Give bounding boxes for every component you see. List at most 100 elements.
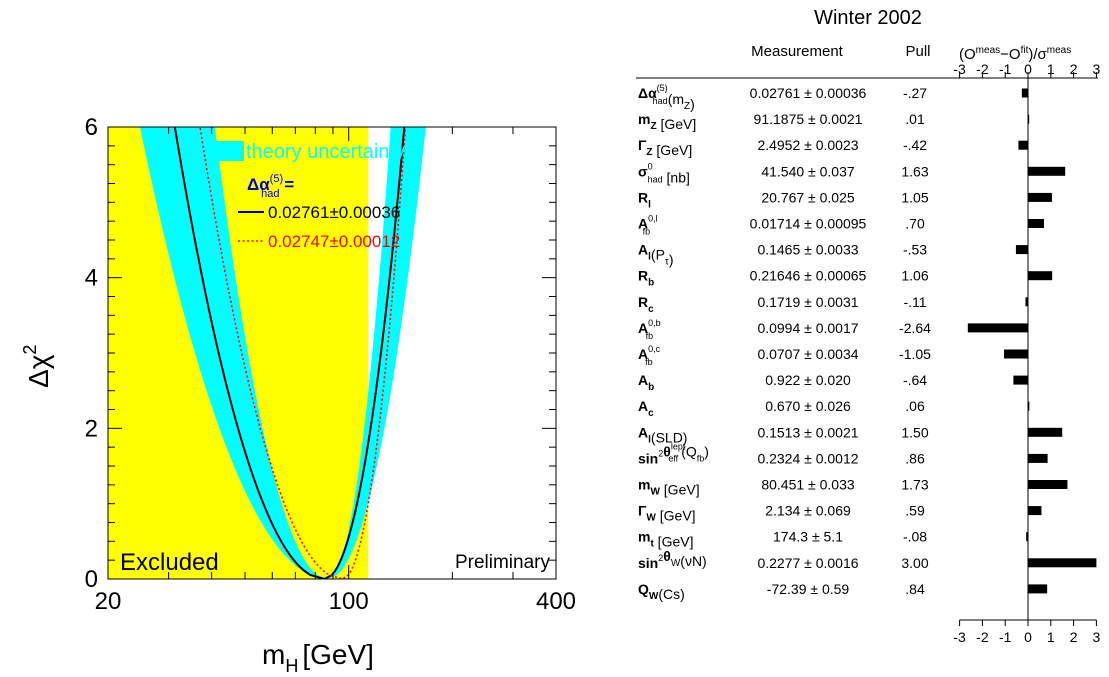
pull-top-tick-label: -1	[999, 61, 1012, 77]
legend-header: Δα(5) had =	[247, 173, 294, 200]
x-axis-label-sub: H	[285, 656, 298, 676]
measurement-value: 0.21646 ± 0.00065	[750, 268, 867, 284]
legend-band-swatch	[214, 141, 244, 161]
pull-bar	[1028, 192, 1052, 202]
table-row: Rb 0.21646 ± 0.00065 1.06	[638, 268, 1053, 289]
pull-top-tick-label: -2	[976, 61, 989, 77]
observable-name: QW(Cs)	[638, 581, 685, 602]
table-row: Al(SLD) 0.1513 ± 0.0021 1.50	[638, 424, 1063, 445]
y-tick-label: 6	[85, 114, 98, 141]
table-row: Ac 0.670 ± 0.026 .06	[638, 398, 1030, 419]
pull-bottom-tick-label: -3	[953, 629, 966, 645]
pull-bottom-tick-label: -1	[999, 629, 1012, 645]
table-row: Rl 20.767 ± 0.025 1.05	[638, 189, 1052, 210]
pull-value: .59	[905, 503, 925, 519]
pull-bar	[1004, 349, 1028, 359]
pull-bar	[1028, 219, 1044, 228]
theory-uncertainty-band	[139, 127, 426, 579]
pull-bottom-tick-label: -2	[976, 629, 989, 645]
measurement-value: 20.767 ± 0.025	[761, 189, 855, 205]
table-title: Winter 2002	[814, 7, 922, 29]
measurement-value: 0.02761 ± 0.00036	[750, 85, 867, 101]
observable-name: ΓZ [GeV]	[638, 137, 692, 158]
pull-value: 1.63	[901, 163, 928, 179]
observable-name: Rl	[638, 189, 651, 210]
pull-bar	[1028, 480, 1068, 489]
table-row: Δα(5) had(mZ) 0.02761 ± 0.00036 -.27	[638, 83, 1028, 112]
chi2-curve-series-1	[173, 127, 406, 579]
observable-name: Rc	[638, 294, 654, 315]
header-pull-axis: (Omeas−Ofit)/σmeas	[959, 45, 1071, 63]
measurement-value: 0.670 ± 0.026	[765, 398, 851, 414]
observable-name: A0,l fb	[638, 214, 658, 237]
pull-value: 3.00	[901, 555, 928, 571]
measurement-value: 80.451 ± 0.033	[761, 477, 855, 493]
pull-value: .01	[905, 111, 925, 127]
legend-header-sub: had	[261, 188, 279, 200]
legend-label-series-2: 0.02747±0.00012	[268, 232, 400, 251]
pull-value: -2.64	[899, 320, 931, 336]
table-row: Rc 0.1719 ± 0.0031 -.11	[638, 294, 1028, 315]
measurement-value: -72.39 ± 0.59	[767, 581, 850, 597]
observable-name: Δα(5) had(mZ)	[638, 83, 695, 112]
pull-value: -.27	[903, 85, 927, 101]
observable-name: Rb	[638, 268, 654, 289]
pull-bar	[1018, 140, 1028, 150]
y-axis-label: Δχ2	[20, 345, 54, 388]
pull-top-tick-label: 2	[1070, 61, 1078, 77]
pull-table: Winter 2002 Measurement Pull (Omeas−Ofit…	[636, 7, 1101, 645]
measurement-value: 2.134 ± 0.069	[765, 503, 851, 519]
pull-bar	[1028, 427, 1063, 437]
table-row: mZ [GeV] 91.1875 ± 0.0021 .01	[638, 111, 1030, 132]
x-tick-label: 20	[95, 588, 122, 615]
table-row: mt [GeV] 174.3 ± 5.1 -.08	[638, 529, 1028, 550]
y-tick-label: 4	[85, 265, 98, 292]
pull-value: -1.05	[899, 346, 931, 362]
x-axis-label-unit: [GeV]	[302, 639, 374, 670]
observable-name: Ac	[638, 398, 654, 419]
y-tick-label: 0	[85, 566, 98, 593]
table-row: sin2θW(νN) 0.2277 ± 0.0016 3.00	[638, 548, 1097, 571]
table-row: Ab 0.922 ± 0.020 -.64	[638, 372, 1028, 393]
pull-value: 1.05	[901, 189, 928, 205]
header-measurement: Measurement	[751, 43, 844, 60]
table-row: ΓW [GeV] 2.134 ± 0.069 .59	[638, 503, 1042, 524]
pull-top-tick-label: 0	[1024, 61, 1032, 77]
y-axis-label-sup: 2	[20, 345, 40, 355]
pull-value: -.11	[903, 294, 926, 310]
observable-name: σ0 had [nb]	[638, 161, 690, 185]
measurement-value: 0.01714 ± 0.00095	[750, 216, 867, 232]
measurement-value: 0.0994 ± 0.0017	[757, 320, 858, 336]
pull-value: .86	[905, 450, 925, 466]
pull-bar	[1015, 245, 1028, 255]
measurement-value: 0.1465 ± 0.0033	[757, 242, 858, 258]
header-pull: Pull	[905, 43, 930, 60]
observable-name: mW [GeV]	[638, 477, 700, 498]
x-tick-label: 400	[536, 588, 576, 615]
pull-bar	[1028, 584, 1048, 594]
pull-bar	[1028, 271, 1053, 281]
table-row: A0,b fb 0.0994 ± 0.0017 -2.64	[638, 318, 1028, 341]
observable-name: Al(SLD)	[638, 424, 687, 445]
pull-bar	[1028, 166, 1066, 176]
legend-band-label: theory uncertainty	[246, 141, 405, 163]
pull-axis-top-ticks: -3 -2 -1 0 1 2 3	[953, 61, 1101, 78]
observable-name: mt [GeV]	[638, 529, 693, 550]
observable-name: ΓW [GeV]	[638, 503, 696, 524]
plot-area	[108, 127, 426, 579]
x-axis-label: mH [GeV]	[262, 639, 374, 676]
pull-bottom-tick-label: 2	[1070, 629, 1078, 645]
observable-name: A0,c fb	[638, 344, 661, 367]
measurement-value: 0.2277 ± 0.0016	[757, 555, 858, 571]
axis-ticks	[107, 126, 557, 580]
observable-name: Al(Pτ)	[638, 242, 674, 268]
measurement-value: 41.540 ± 0.037	[761, 163, 855, 179]
table-row: σ0 had [nb] 41.540 ± 0.037 1.63	[638, 161, 1066, 185]
pull-bar	[967, 323, 1028, 333]
pull-value: 1.50	[901, 424, 928, 440]
pull-bar	[1028, 401, 1030, 411]
measurement-value: 2.4952 ± 0.0023	[757, 137, 858, 153]
pull-bar	[1013, 375, 1028, 385]
table-row: A0,l fb 0.01714 ± 0.00095 .70	[638, 214, 1044, 237]
